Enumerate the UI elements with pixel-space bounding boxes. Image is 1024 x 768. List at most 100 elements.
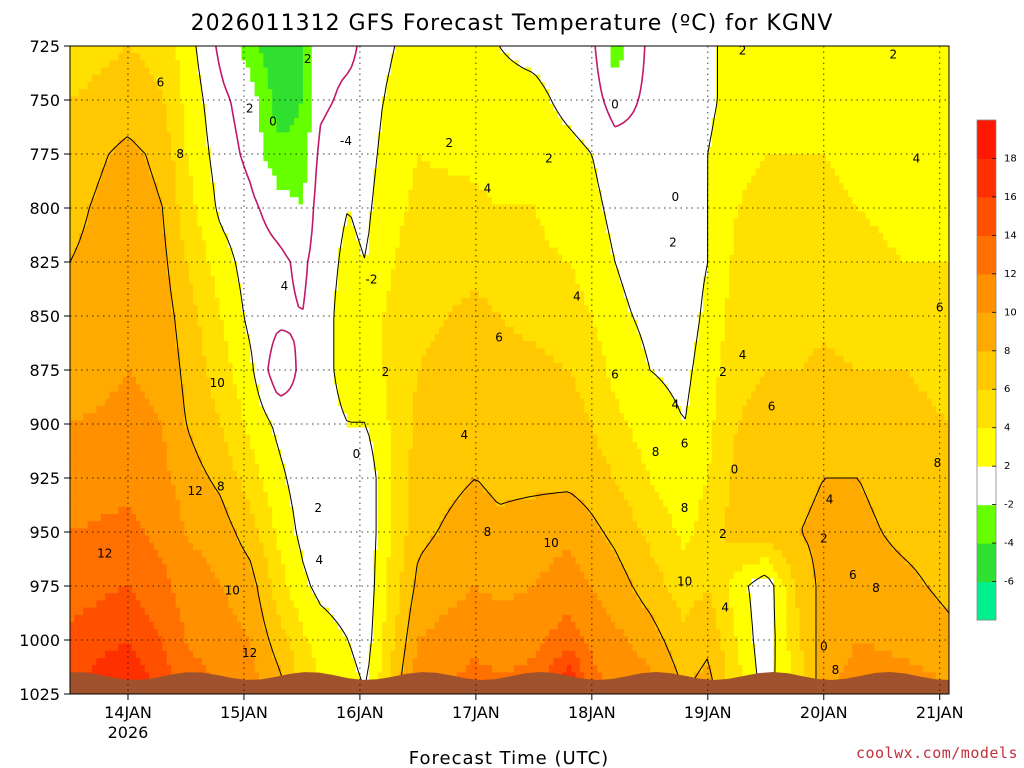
temperature-cell	[597, 67, 603, 76]
temperature-cell	[140, 103, 146, 112]
temperature-cell	[465, 96, 471, 105]
temperature-cell	[606, 146, 612, 155]
temperature-cell	[808, 67, 814, 76]
temperature-cell	[412, 53, 418, 61]
temperature-cell	[491, 74, 497, 83]
temperature-cell	[663, 96, 669, 105]
temperature-cell	[619, 89, 625, 97]
temperature-cell	[856, 218, 862, 227]
temperature-cell	[223, 74, 229, 83]
temperature-cell	[702, 53, 708, 61]
temperature-cell	[417, 190, 423, 198]
temperature-cell	[940, 67, 946, 76]
temperature-cell	[597, 211, 603, 220]
temperature-cell	[905, 175, 911, 184]
temperature-cell	[900, 118, 906, 126]
temperature-cell	[333, 154, 339, 162]
temperature-cell	[944, 53, 949, 61]
temperature-cell	[469, 218, 475, 227]
temperature-cell	[799, 154, 805, 162]
temperature-cell	[694, 125, 700, 133]
temperature-cell	[421, 110, 427, 119]
temperature-cell	[685, 103, 691, 112]
temperature-cell	[377, 96, 383, 105]
temperature-cell	[91, 118, 97, 126]
temperature-cell	[91, 211, 97, 220]
temperature-cell	[614, 218, 620, 227]
temperature-cell	[443, 110, 449, 119]
temperature-cell	[918, 182, 924, 191]
temperature-cell	[597, 218, 603, 227]
temperature-cell	[628, 103, 634, 112]
temperature-cell	[905, 146, 911, 155]
temperature-cell	[289, 46, 295, 54]
temperature-cell	[610, 218, 616, 227]
temperature-cell	[940, 197, 946, 205]
temperature-cell	[399, 175, 405, 184]
temperature-cell	[254, 161, 260, 169]
temperature-cell	[760, 46, 765, 54]
temperature-cell	[439, 146, 445, 155]
temperature-cell	[311, 118, 317, 126]
temperature-cell	[861, 211, 867, 220]
temperature-cell	[812, 175, 818, 184]
temperature-cell	[232, 168, 238, 177]
temperature-cell	[241, 139, 247, 148]
temperature-cell	[280, 89, 286, 97]
temperature-cell	[439, 161, 445, 169]
temperature-cell	[193, 110, 199, 119]
temperature-cell	[795, 125, 801, 133]
temperature-cell	[614, 82, 620, 90]
temperature-cell	[702, 204, 708, 213]
temperature-cell	[913, 82, 919, 90]
temperature-cell	[781, 103, 787, 112]
temperature-cell	[777, 190, 783, 198]
temperature-cell	[113, 74, 119, 83]
temperature-cell	[817, 218, 823, 227]
temperature-cell	[883, 161, 889, 169]
temperature-cell	[311, 211, 317, 220]
temperature-cell	[733, 132, 739, 141]
temperature-cell	[395, 197, 401, 205]
temperature-cell	[527, 132, 533, 141]
temperature-cell	[839, 96, 845, 105]
temperature-cell	[285, 74, 291, 83]
temperature-cell	[685, 67, 691, 76]
temperature-cell	[417, 211, 423, 220]
temperature-cell	[527, 125, 533, 133]
temperature-cell	[135, 211, 141, 220]
temperature-cell	[351, 146, 357, 155]
temperature-cell	[144, 218, 150, 227]
temperature-cell	[667, 211, 673, 220]
temperature-cell	[579, 74, 585, 83]
temperature-cell	[487, 125, 493, 133]
temperature-cell	[272, 103, 278, 112]
temperature-cell	[597, 89, 603, 97]
temperature-cell	[166, 154, 172, 162]
temperature-cell	[127, 103, 133, 112]
temperature-cell	[944, 74, 949, 83]
temperature-cell	[645, 118, 651, 126]
temperature-cell	[896, 82, 902, 90]
temperature-cell	[760, 74, 765, 83]
temperature-cell	[768, 82, 774, 90]
temperature-cell	[667, 46, 673, 54]
temperature-cell	[887, 53, 893, 61]
temperature-cell	[786, 154, 792, 162]
temperature-cell	[606, 168, 612, 177]
temperature-cell	[812, 96, 818, 105]
temperature-cell	[632, 110, 638, 119]
temperature-cell	[179, 46, 185, 54]
temperature-cell	[931, 89, 937, 97]
temperature-cell	[390, 204, 396, 213]
temperature-cell	[878, 96, 884, 105]
temperature-cell	[606, 74, 612, 83]
temperature-cell	[593, 132, 598, 141]
temperature-cell	[87, 168, 93, 177]
temperature-cell	[87, 89, 93, 97]
temperature-cell	[179, 175, 185, 184]
temperature-cell	[175, 218, 181, 227]
temperature-cell	[215, 125, 221, 133]
temperature-cell	[439, 211, 445, 220]
temperature-cell	[856, 67, 862, 76]
